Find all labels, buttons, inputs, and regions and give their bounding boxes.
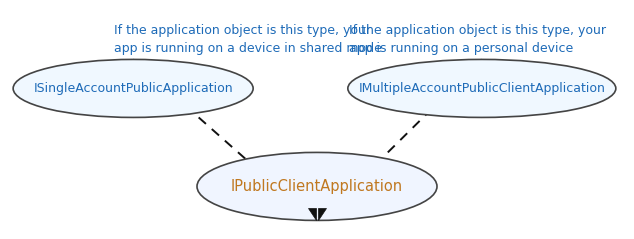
Text: IMultipleAccountPublicClientApplication: IMultipleAccountPublicClientApplication (358, 82, 605, 95)
Polygon shape (318, 208, 326, 220)
Ellipse shape (348, 60, 616, 117)
Text: If the application object is this type, your
app is running on a device in share: If the application object is this type, … (114, 24, 382, 55)
Text: ISingleAccountPublicApplication: ISingleAccountPublicApplication (34, 82, 233, 95)
Polygon shape (308, 208, 316, 220)
Ellipse shape (197, 152, 437, 220)
Ellipse shape (13, 60, 253, 117)
Text: If the application object is this type, your
app is running on a personal device: If the application object is this type, … (349, 24, 605, 55)
Text: IPublicClientApplication: IPublicClientApplication (231, 179, 403, 194)
